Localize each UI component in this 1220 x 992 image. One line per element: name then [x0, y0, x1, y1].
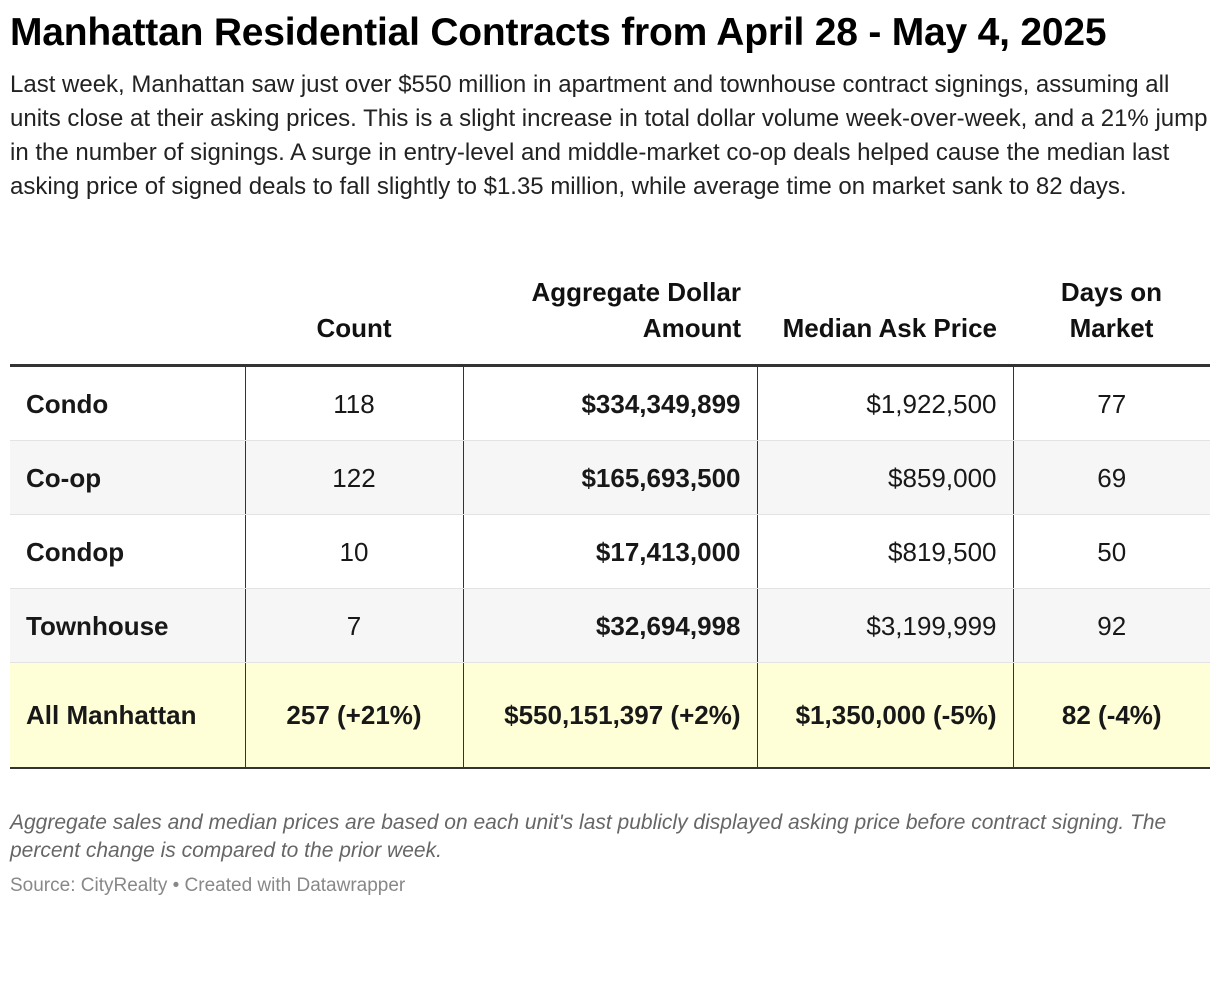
median-cell: $1,922,500 — [756, 365, 1013, 441]
median-cell: $1,350,000 (-5%) — [756, 662, 1013, 769]
column-header: Days on Market — [1013, 250, 1210, 367]
table-row: Condop 10 $17,413,000 $819,500 50 — [10, 514, 1210, 589]
aggregate-cell: $165,693,500 — [462, 440, 757, 515]
days-cell: 69 — [1012, 440, 1210, 515]
row-label: All Manhattan — [10, 662, 245, 769]
column-header: Count — [245, 250, 463, 367]
row-label: Condo — [10, 365, 245, 441]
count-cell: 122 — [244, 440, 463, 515]
column-header — [10, 250, 245, 367]
footnote: Aggregate sales and median prices are ba… — [10, 811, 1167, 862]
count-cell: 10 — [244, 514, 463, 589]
table-row: Co-op 122 $165,693,500 $859,000 69 — [10, 440, 1210, 515]
column-header: Aggregate Dollar Amount — [463, 250, 757, 367]
median-cell: $819,500 — [756, 514, 1013, 589]
table-row: Townhouse 7 $32,694,998 $3,199,999 92 — [10, 588, 1210, 663]
aggregate-cell: $17,413,000 — [462, 514, 757, 589]
days-cell: 50 — [1012, 514, 1210, 589]
table-row: Condo 118 $334,349,899 $1,922,500 77 — [10, 365, 1210, 441]
total-row: All Manhattan 257 (+21%) $550,151,397 (+… — [10, 662, 1210, 769]
chart-container: Manhattan Residential Contracts from Apr… — [10, 11, 1210, 896]
table-header-row: Count Aggregate Dollar Amount Median Ask… — [10, 250, 1210, 367]
data-table: Count Aggregate Dollar Amount Median Ask… — [10, 250, 1210, 769]
aggregate-cell: $550,151,397 (+2%) — [462, 662, 757, 769]
chart-title: Manhattan Residential Contracts from Apr… — [10, 11, 1107, 54]
count-cell: 257 (+21%) — [244, 662, 463, 769]
row-label: Condop — [10, 514, 245, 589]
count-cell: 118 — [244, 365, 463, 441]
row-label: Townhouse — [10, 588, 245, 663]
days-cell: 77 — [1012, 365, 1210, 441]
chart-description: Last week, Manhattan saw just over $550 … — [10, 71, 1208, 200]
column-header: Median Ask Price — [757, 250, 1013, 367]
row-label: Co-op — [10, 440, 245, 515]
median-cell: $859,000 — [756, 440, 1013, 515]
count-cell: 7 — [244, 588, 463, 663]
aggregate-cell: $32,694,998 — [462, 588, 757, 663]
days-cell: 82 (-4%) — [1012, 662, 1210, 769]
aggregate-cell: $334,349,899 — [462, 365, 757, 441]
days-cell: 92 — [1012, 588, 1210, 663]
median-cell: $3,199,999 — [756, 588, 1013, 663]
source-line: Source: CityRealty • Created with Datawr… — [10, 875, 406, 896]
